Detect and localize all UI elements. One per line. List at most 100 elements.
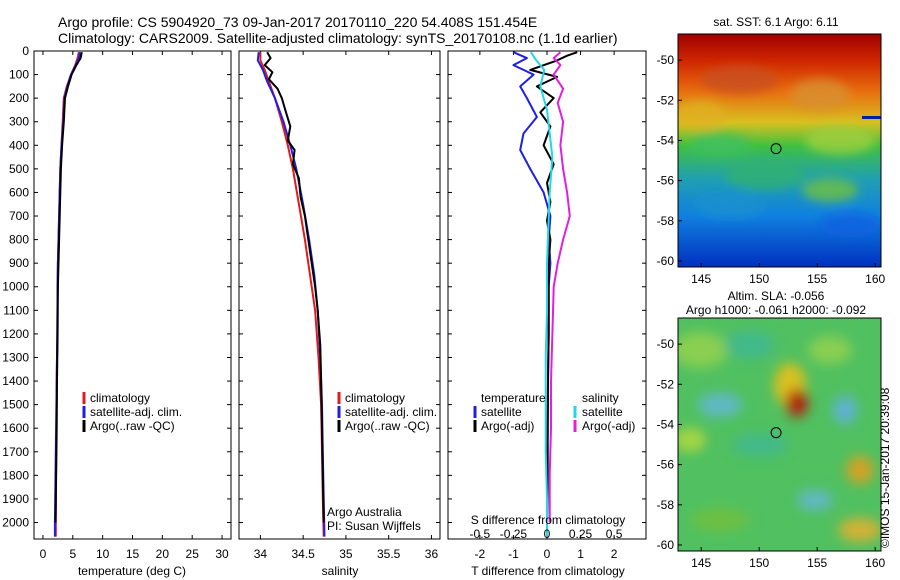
sla-map-frame [677,317,882,552]
depth-tick-label: 1200 [2,327,29,341]
legend-label-climatology: climatology [345,391,405,405]
series-line-climatology [259,52,325,537]
figure-title-line2: Climatology: CARS2009. Satellite-adjuste… [58,30,618,46]
sst-heatmap [678,34,881,267]
depth-tick-label: 600 [9,185,29,199]
map-x-tick-label: 150 [749,272,769,286]
depth-tick-label: 400 [9,138,29,152]
series-line-climatology [54,52,80,537]
x-tick-label: 35.5 [377,547,401,561]
map-y-tick-label: -52 [657,377,675,391]
legend-label-argo: Argo(..raw -QC) [90,419,175,433]
map-x-tick-label: 160 [865,272,885,286]
depth-tick-label: 1000 [2,280,29,294]
sla-map-title: Altim. SLA: -0.056 [728,289,825,303]
difference-legend: temperature satellite Argo(-adj) salinit… [473,391,635,433]
difference-chart: -2 -1 0 1 2 -0.5 -0.25 0 0.25 0.5 [470,51,623,561]
temperature-x-label: temperature (deg C) [78,564,186,578]
salinity-chart: 34 34.5 35 35.5 36 [254,51,439,561]
x-tick-label: -2 [475,547,486,561]
sla-map-axes: 145 150 155 160 -50 -52 -54 -56 -58 -60 [657,337,886,570]
x-tick-label: 36 [425,547,439,561]
x-tick-label: 0 [40,547,47,561]
map-y-tick-label: -56 [657,174,675,188]
map-x-tick-label: 155 [807,556,827,570]
legend-label-argo: Argo(..raw -QC) [345,419,430,433]
x-tick-label: -1 [508,547,519,561]
legend-title-salinity: salinity [582,391,619,405]
depth-axis: 0 100 200 300 400 500 600 700 800 900 1000 1100 1200… [2,44,646,529]
x-tick-label: 35 [339,547,353,561]
argo-australia-credit: Argo Australia [327,505,402,519]
x-tick-label: 15 [126,547,140,561]
sst-map-axes: 145 150 155 160 -50 -52 -54 -56 -58 -60 [657,53,886,286]
depth-tick-label: 700 [9,209,29,223]
x-tick-label: 30 [215,547,229,561]
x2-tick-label: -0.25 [500,527,528,541]
depth-tick-label: 900 [9,256,29,270]
legend-label-satellite-adj: satellite-adj. clim. [345,405,437,419]
difference-x-label: T difference from climatology [471,564,625,578]
depth-tick-label: 1600 [2,421,29,435]
x-tick-label: 34.5 [291,547,315,561]
sla-heatmap [678,318,881,551]
map-x-tick-label: 150 [749,556,769,570]
sst-map-title: sat. SST: 6.1 Argo: 6.11 [713,15,839,29]
depth-tick-label: 1400 [2,374,29,388]
depth-tick-label: 2000 [2,515,29,529]
depth-tick-label: 0 [22,44,29,58]
series-line-argo-raw-qc [263,51,325,523]
map-y-tick-label: -58 [657,498,675,512]
depth-tick-label: 100 [9,68,29,82]
legend-label-climatology: climatology [90,391,150,405]
x-tick-label: 1 [577,547,584,561]
map-y-tick-label: -56 [657,458,675,472]
map-y-tick-label: -50 [657,337,675,351]
salinity-panel-frame [238,50,441,540]
map-x-tick-label: 145 [691,556,711,570]
depth-tick-label: 500 [9,162,29,176]
pi-credit: PI: Susan Wijffels [327,519,421,533]
legend-label-temp-argo: Argo(-adj) [481,419,534,433]
legend-label-temp-satellite: satellite [481,405,522,419]
depth-tick-label: 1700 [2,445,29,459]
depth-tick-label: 800 [9,233,29,247]
difference-x2-label: S difference from climatology [471,513,626,527]
x-tick-label: 0 [544,547,551,561]
depth-tick-label: 1100 [3,303,29,317]
legend-label-sal-argo: Argo(-adj) [582,419,635,433]
depth-tick-label: 200 [9,91,29,105]
x-tick-label: 5 [69,547,76,561]
depth-tick-label: 300 [9,115,29,129]
map-y-tick-label: -60 [657,254,675,268]
depth-tick-label: 1500 [2,398,29,412]
salinity-x-label: salinity [322,564,359,578]
legend-label-satellite-adj: satellite-adj. clim. [90,405,182,419]
series-line-argo-raw-qc [54,52,83,523]
sst-map-frame [677,33,882,268]
figure-title-line1: Argo profile: CS 5904920_73 09-Jan-2017 … [58,14,537,30]
imos-stamp: ©IMOS 15-Jan-2017 20:39:08 [878,387,892,548]
sla-map-subtitle: Argo h1000: -0.061 h2000: -0.092 [686,303,866,317]
legend-title-temperature: temperature [481,391,546,405]
x2-tick-label: -0.5 [470,527,491,541]
argo-position-marker [770,143,782,155]
depth-tick-label: 1300 [2,350,29,364]
depth-tick-label: 1900 [2,492,29,506]
map-x-tick-label: 145 [691,272,711,286]
series-line-salinity-satellite [530,51,554,537]
map-y-tick-label: -54 [657,133,675,147]
x-tick-label: 25 [186,547,200,561]
map-y-tick-label: -50 [657,53,675,67]
map-y-tick-label: -54 [657,417,675,431]
map-y-tick-label: -58 [657,214,675,228]
map-y-tick-label: -60 [657,538,675,552]
series-line-satellite-adj-clim [256,52,326,537]
series-line-temperature-satellite [512,51,552,537]
x-tick-label: 2 [611,547,618,561]
x2-tick-label: 0.25 [569,527,593,541]
temperature-legend: climatology satellite-adj. clim. Argo(..… [82,391,182,433]
x-tick-label: 20 [156,547,170,561]
x2-tick-label: 0 [544,527,551,541]
map-y-tick-label: -52 [657,93,675,107]
